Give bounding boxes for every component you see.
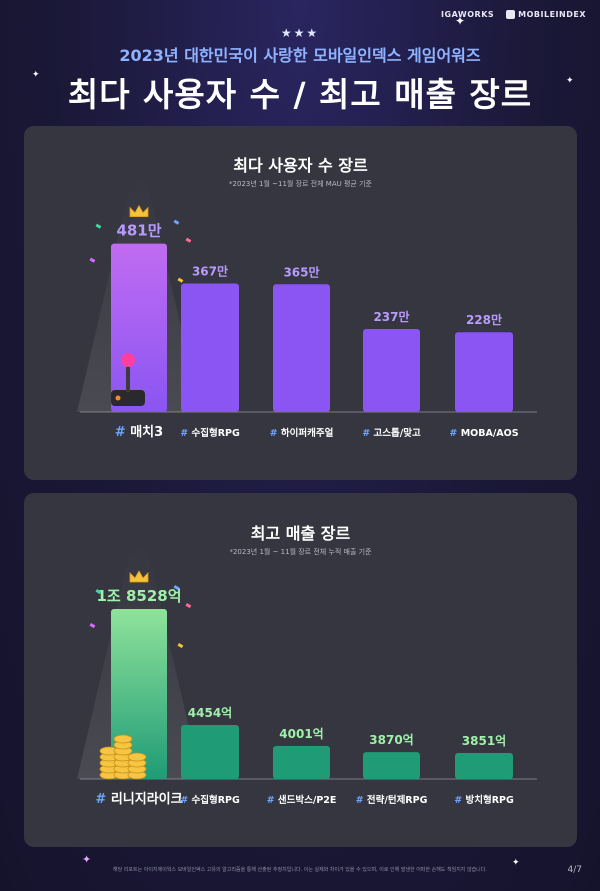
page-subtitle: 2023년 대한민국이 사랑한 모바일인덱스 게임어워즈 — [119, 46, 481, 65]
confetti-icon — [177, 642, 184, 649]
sparkle-icon: ✦ — [82, 853, 92, 866]
confetti-icon — [177, 277, 184, 283]
category-label: # 수집형RPG — [180, 794, 240, 806]
sparkle-icon: ✦ — [512, 858, 520, 868]
footer-disclaimer: 해당 리포트는 아이지에이웍스 모바일인덱스 고유의 알고리즘을 통해 산출된 … — [113, 867, 487, 873]
bar — [181, 725, 239, 779]
data-label: 3870억 — [369, 733, 413, 747]
data-label: 4454억 — [188, 706, 232, 720]
bar — [363, 329, 420, 412]
logo-bar: IGAWORKS MOBILEINDEX — [441, 10, 586, 19]
sparkle-icon: ✦ — [32, 70, 40, 80]
users-bar-chart: 481만 # 매치3 367만 # 수집형RPG 365만 # 하이퍼캐주얼 237만 # 고… — [77, 173, 537, 440]
page-title: 최다 사용자 수 / 최고 매출 장르 — [67, 75, 533, 114]
bar — [181, 283, 239, 412]
revenue-bar-chart: 1조 8528억 # 리니지라이크 4454억 # 수집형RPG 4001억 # 샌드박스… — [77, 539, 537, 807]
igaworks-logo: IGAWORKS — [441, 10, 495, 19]
confetti-icon — [89, 622, 96, 629]
bar — [273, 284, 330, 412]
mobileindex-logo: MOBILEINDEX — [506, 10, 586, 19]
bar — [111, 243, 167, 412]
coin-icon — [127, 752, 147, 762]
confetti-icon — [89, 257, 96, 263]
joystick-icon — [126, 364, 130, 392]
data-label: 3851억 — [462, 734, 506, 748]
confetti-icon — [95, 589, 102, 595]
category-label: # MOBA/AOS — [449, 428, 518, 439]
users-chart-panel: 최다 사용자 수 장르 *2023년 1월 ~11월 장르 전체 MAU 평균 … — [24, 126, 577, 480]
sparkle-icon: ✦ — [566, 76, 574, 86]
data-label: 237만 — [373, 309, 409, 324]
coin-icon — [113, 734, 133, 744]
data-label: 228만 — [466, 312, 502, 327]
chart-title: 최고 매출 장르 — [250, 524, 351, 543]
confetti-icon — [173, 219, 180, 225]
sparkle-icon: ✦ — [455, 14, 466, 28]
category-label: # 방치형RPG — [454, 794, 514, 806]
joystick-icon — [121, 353, 135, 367]
data-label: 481만 — [116, 222, 161, 240]
data-label: 367만 — [192, 264, 228, 279]
category-label: # 샌드박스/P2E — [267, 794, 337, 806]
joystick-icon — [115, 395, 121, 401]
category-label: # 전략/턴제RPG — [356, 794, 428, 806]
mobileindex-mark-icon — [506, 10, 516, 19]
data-label: 1조 8528억 — [96, 587, 181, 605]
data-label: 365만 — [283, 264, 319, 279]
crown-icon — [129, 570, 149, 583]
bar — [363, 752, 420, 779]
category-label: # 리니지라이크 — [95, 791, 182, 807]
crown-icon — [129, 204, 149, 218]
chart-title: 최다 사용자 수 장르 — [233, 156, 368, 175]
confetti-icon — [173, 585, 180, 591]
confetti-icon — [185, 237, 192, 243]
bar — [455, 332, 513, 412]
chart-note: *2023년 1월 ~ 11월 장르 전체 누적 매출 기준 — [229, 548, 372, 556]
category-label: # 고스톱/맞고 — [362, 427, 421, 439]
joystick-icon — [111, 390, 145, 406]
category-label: # 수집형RPG — [180, 427, 240, 439]
data-label: 4001억 — [279, 727, 323, 741]
bar — [273, 746, 330, 779]
chart-note: *2023년 1월 ~11월 장르 전체 MAU 평균 기준 — [229, 180, 372, 188]
bar — [455, 753, 513, 779]
category-label: # 매치3 — [115, 424, 163, 440]
confetti-icon — [95, 223, 102, 229]
category-label: # 하이퍼캐주얼 — [270, 427, 334, 439]
stars-icon: ★★★ — [280, 26, 320, 40]
page-number: 4/7 — [567, 865, 582, 875]
confetti-icon — [185, 603, 192, 609]
revenue-chart-panel: 최고 매출 장르 *2023년 1월 ~ 11월 장르 전체 누적 매출 기준 … — [24, 493, 577, 847]
